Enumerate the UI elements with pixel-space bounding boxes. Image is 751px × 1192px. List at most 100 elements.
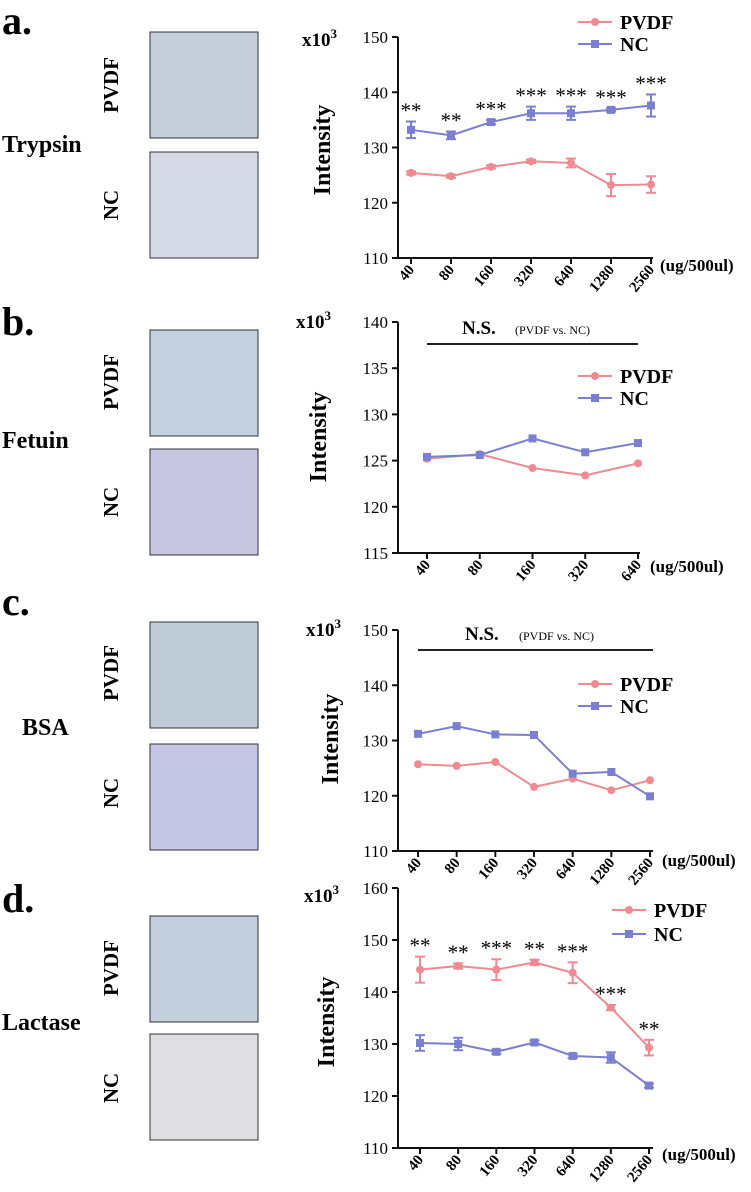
data-point-pvdf [646,776,654,785]
x-tick-label: 160 [476,855,503,883]
significance-marker: ** [639,1017,660,1041]
legend-marker [591,702,599,710]
data-point-nc [423,452,431,461]
x-tick-label: 640 [553,855,580,883]
data-point-pvdf [568,968,577,977]
data-point-pvdf [530,782,538,791]
x-tick-label: 160 [513,557,540,585]
y-tick-label: 120 [363,1087,389,1106]
y-tick-label: 120 [363,194,389,213]
data-point-pvdf [491,758,500,767]
data-point-nc [447,131,455,140]
significance-marker: ** [448,940,469,964]
series-line-nc [419,1041,650,1087]
y-tick-label: 140 [363,313,389,332]
legend-marker [625,906,633,914]
data-point-pvdf [452,761,461,770]
membrane-image-pvdf [149,915,259,1023]
x-tick-label: 1280 [586,1152,618,1185]
y-axis-label: Intensity [306,392,332,483]
data-point-nc [581,448,590,457]
y-tick-label: 110 [363,1139,388,1158]
protein-label: Trypsin [2,132,82,158]
significance-marker: *** [595,85,627,109]
data-point-pvdf [447,172,455,181]
legend-label: PVDF [620,366,673,388]
row-label: NC [99,190,123,220]
y-tick-label: 110 [363,249,388,268]
protein-label: BSA [22,715,69,741]
significance-marker: *** [635,71,667,95]
x-tick-label: 320 [514,855,541,883]
data-point-nc [491,730,500,739]
multiplier-base: x10 [302,30,331,51]
membrane-image-nc [149,743,259,851]
y-tick-label: 130 [363,1035,389,1054]
x-tick-label: 160 [477,1152,504,1180]
significance-marker: *** [557,939,589,963]
y-tick-label: 115 [363,544,388,563]
x-tick-label: 640 [553,1152,580,1180]
data-point-nc [607,105,615,114]
data-point-nc [492,1047,501,1056]
multiplier-base: x10 [304,886,333,907]
membrane-image-nc [149,151,259,259]
y-tick-label: 110 [363,842,388,861]
protein-label: Lactase [2,1010,81,1036]
significance-marker: *** [515,84,547,108]
x-tick-label: 40 [403,855,425,877]
data-point-nc [416,1038,424,1047]
data-point-nc [475,451,484,460]
membrane-image-nc [149,448,259,556]
row-label: NC [99,487,123,517]
x-tick-label: 80 [443,1152,465,1174]
data-point-nc [646,792,654,801]
x-axis-units: (ug/500ul) [662,851,736,870]
series-nc [415,1034,654,1090]
legend-marker [591,18,599,26]
x-axis-units: (ug/500ul) [660,256,734,275]
significance-marker: *** [475,97,507,121]
significance-marker: *** [481,936,513,960]
significance-marker: ** [410,934,431,958]
data-point-pvdf [647,180,655,189]
data-point-nc [527,109,535,118]
protein-label: Fetuin [2,428,69,454]
data-point-nc [454,1040,463,1048]
y-tick-label: 150 [363,28,389,47]
data-point-pvdf [634,459,642,468]
row-label: PVDF [99,354,123,410]
x-tick-label: 640 [551,262,578,290]
x-tick-label: 40 [396,262,418,284]
y-tick-label: 140 [363,83,389,102]
y-axis-label: Intensity [318,694,344,785]
data-point-nc [647,101,655,110]
multiplier-exponent: 3 [333,882,340,897]
y-tick-label: 125 [363,452,389,471]
x-tick-label: 80 [436,262,458,284]
x-tick-label: 2560 [625,1152,657,1185]
data-point-pvdf [567,158,575,167]
y-tick-label: 140 [363,676,389,695]
y-multiplier: x103 [296,308,332,333]
data-point-pvdf [581,471,590,480]
data-point-nc [568,1051,577,1060]
x-tick-label: 80 [465,557,487,579]
data-point-pvdf [492,965,501,974]
multiplier-base: x10 [306,620,335,641]
x-axis-units: (ug/500ul) [662,1145,736,1164]
data-point-pvdf [607,786,616,795]
legend-label: PVDF [620,674,673,696]
data-point-pvdf [530,958,539,967]
x-tick-label: 320 [511,262,538,290]
y-tick-label: 130 [363,139,389,158]
row-label: PVDF [99,940,123,996]
data-point-nc [530,730,538,739]
significance-marker: ** [441,108,462,132]
membrane-image-pvdf [149,329,259,437]
y-multiplier: x103 [304,882,340,907]
y-tick-label: 120 [363,787,389,806]
